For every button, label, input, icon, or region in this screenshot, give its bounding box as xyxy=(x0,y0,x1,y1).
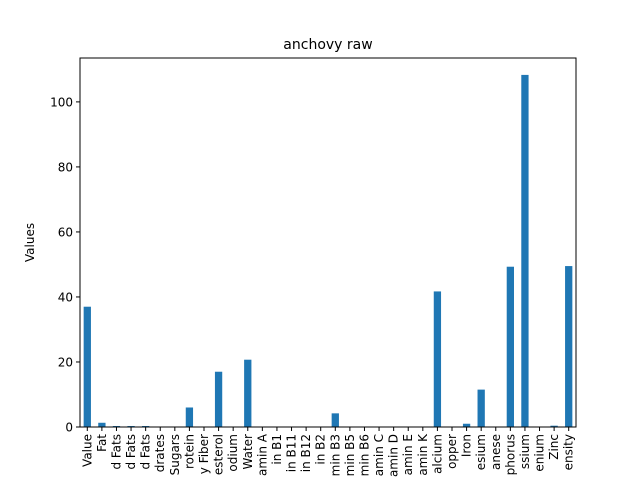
y-tick-label: 20 xyxy=(58,355,73,369)
x-tick-label: ssium xyxy=(518,434,532,469)
x-tick-label: Water xyxy=(241,434,255,470)
x-axis-ticks: Value Fat d Fats d Fats d Fats drates Sugars ro… xyxy=(80,427,576,477)
x-tick-label: y Fiber xyxy=(197,434,211,474)
x-tick-label: Value xyxy=(80,434,94,467)
x-tick-label: esterol xyxy=(212,434,226,475)
x-tick-label: rotein xyxy=(182,434,196,469)
bar xyxy=(244,359,252,427)
y-tick-label: 0 xyxy=(65,421,73,435)
y-tick-label: 100 xyxy=(50,95,73,109)
y-axis-ticks: 0 20 40 60 80 100 xyxy=(50,95,80,435)
y-tick-label: 40 xyxy=(58,290,73,304)
x-tick-label: in B12 xyxy=(299,434,313,472)
bar xyxy=(506,266,514,427)
x-tick-label: min B6 xyxy=(357,434,371,476)
x-tick-label: min B5 xyxy=(343,434,357,476)
bar xyxy=(433,291,442,427)
bar xyxy=(521,74,529,427)
chart-title: anchovy raw xyxy=(283,37,372,53)
x-tick-label: min B3 xyxy=(328,434,342,476)
x-tick-label: amin C xyxy=(372,434,386,476)
plot-frame xyxy=(79,57,577,428)
x-tick-label: anese xyxy=(489,434,503,470)
x-tick-label: amin A xyxy=(255,433,269,476)
bars xyxy=(83,74,573,427)
x-tick-label: amin D xyxy=(387,434,401,477)
x-tick-label: in B11 xyxy=(285,434,299,472)
x-tick-label: alcium xyxy=(430,434,444,474)
x-tick-label: amin K xyxy=(416,433,430,476)
y-axis-label: Values xyxy=(23,223,37,262)
bar xyxy=(550,425,558,427)
x-tick-label: phorus xyxy=(503,434,517,475)
bar xyxy=(98,422,106,427)
bar xyxy=(462,423,471,427)
bar xyxy=(331,413,339,427)
x-tick-label: d Fats xyxy=(109,434,123,470)
bar xyxy=(477,389,485,427)
y-tick-label: 80 xyxy=(58,160,73,174)
y-tick-label: 60 xyxy=(58,225,73,239)
x-tick-label: d Fats xyxy=(139,434,153,470)
x-tick-label: drates xyxy=(153,434,167,472)
x-tick-label: ensity xyxy=(562,434,576,470)
x-tick-label: Zinc xyxy=(547,434,561,460)
bar xyxy=(565,266,573,427)
x-tick-label: enium xyxy=(533,434,547,472)
x-tick-label: Fat xyxy=(95,434,109,452)
x-tick-label: in B2 xyxy=(314,434,328,465)
bar xyxy=(83,306,91,427)
bar xyxy=(214,371,223,427)
x-tick-label: in B1 xyxy=(270,434,284,465)
x-tick-label: esium xyxy=(474,434,488,470)
x-tick-label: Iron xyxy=(460,434,474,457)
x-tick-label: Sugars xyxy=(168,434,182,475)
x-tick-label: d Fats xyxy=(124,434,138,470)
x-tick-label: amin E xyxy=(401,434,415,475)
bar xyxy=(185,407,194,427)
x-tick-label: opper xyxy=(445,434,459,469)
x-tick-label: odium xyxy=(226,434,240,472)
